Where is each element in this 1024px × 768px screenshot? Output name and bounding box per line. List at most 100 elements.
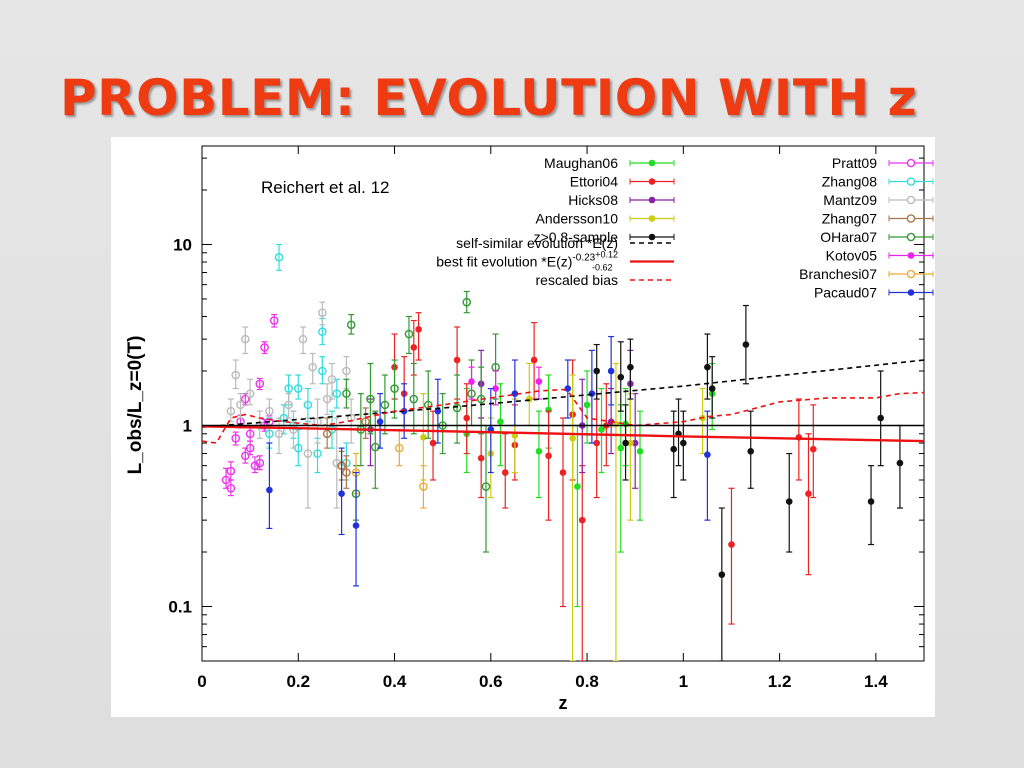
legend-marker (906, 232, 916, 242)
data-point (226, 466, 236, 476)
x-tick-label: 1.2 (768, 672, 792, 691)
data-point (593, 439, 600, 447)
data-point (410, 344, 418, 351)
plot-panel: 0 0.2 0.4 0.6 0.8 1 1.2 1.4 0.1 1 10 Maughan06 Etto… (111, 137, 935, 717)
data-point (622, 439, 629, 447)
data-point (805, 490, 812, 497)
data-point (742, 341, 750, 348)
y-tick-label: 10 (173, 235, 192, 254)
data-point (366, 394, 375, 404)
data-point (545, 452, 552, 460)
data-point (867, 498, 875, 505)
x-tick-label: 0.4 (383, 672, 407, 691)
data-point (332, 389, 342, 398)
data-point (260, 343, 269, 352)
data-point (404, 329, 414, 339)
data-point (346, 320, 356, 330)
series-branchesi07 (351, 428, 428, 509)
data-point (318, 327, 327, 336)
data-point (462, 297, 472, 307)
data-point (236, 400, 245, 410)
data-point (308, 362, 318, 372)
data-point (574, 483, 581, 490)
data-point (342, 389, 351, 398)
legend-label: self-similar evolution *E(z) (456, 235, 618, 251)
data-point (631, 439, 639, 447)
data-point (303, 449, 313, 458)
data-point (535, 448, 543, 455)
data-point (322, 429, 332, 439)
series-pacaud07 (266, 335, 711, 587)
data-point (598, 426, 605, 433)
data-point (419, 482, 428, 491)
legend-label: Andersson10 (535, 211, 618, 227)
data-point (266, 486, 273, 494)
data-point (332, 458, 342, 468)
legend-label: Ettori04 (570, 174, 618, 190)
legend-marker (906, 214, 916, 223)
legend-label: OHara07 (820, 229, 877, 245)
data-point (274, 252, 284, 262)
data-point (452, 403, 462, 413)
data-point (245, 389, 255, 398)
data-point (526, 395, 533, 403)
x-tick-label: 0.2 (286, 672, 310, 691)
data-point (569, 434, 576, 442)
y-axis-label-text: L_obs/L_z=0(T) (125, 336, 146, 475)
data-point (284, 400, 293, 410)
data-point (708, 385, 716, 392)
data-point (390, 384, 399, 393)
legend-marker (906, 177, 916, 186)
x-tick-label: 1 (679, 672, 688, 691)
legend-marker (906, 158, 916, 168)
legend-marker (906, 195, 916, 205)
data-point (380, 400, 390, 410)
legend-label: Maughan06 (544, 155, 618, 171)
data-point (877, 414, 884, 422)
legend-label: rescaled bias (536, 272, 619, 288)
data-point (241, 334, 250, 344)
legend-marker (648, 233, 656, 241)
data-point (250, 461, 260, 470)
y-tick-label: 0.1 (168, 598, 192, 617)
data-point (226, 483, 236, 493)
legend-marker (906, 269, 916, 279)
data-point (395, 443, 404, 453)
legend-marker (648, 196, 656, 204)
legend-marker (907, 252, 915, 259)
data-point (477, 454, 485, 462)
legend-label: best fit evolution *E(z)-0.23+0.12 -0.62 (436, 250, 618, 273)
legend-label: Zhang07 (822, 211, 877, 227)
data-point (578, 516, 586, 524)
plot-frame (201, 145, 925, 662)
data-point (318, 308, 327, 317)
data-point (670, 445, 678, 453)
y-tick-label: 1 (183, 416, 192, 435)
data-point (226, 406, 236, 416)
data-point (327, 374, 337, 384)
data-point (535, 378, 543, 385)
data-point (434, 407, 442, 415)
line-best-fit-evolution-e-z (202, 425, 924, 443)
data-point (636, 448, 644, 455)
model-lines (202, 359, 924, 444)
legend-label: Kotov05 (826, 248, 878, 264)
legend-label: Mantz09 (823, 192, 877, 208)
data-point (265, 429, 274, 439)
data-point (313, 449, 322, 458)
data-point (293, 384, 303, 393)
data-point (370, 442, 380, 452)
data-point (429, 439, 437, 447)
x-tick-label: 0.8 (575, 672, 599, 691)
data-point (453, 356, 461, 364)
data-point (255, 379, 265, 389)
data-point (627, 439, 634, 447)
legend-marker (648, 178, 656, 185)
data-point (342, 366, 351, 376)
legend-label: Zhang08 (822, 174, 877, 190)
data-point (468, 378, 475, 385)
data-point (352, 522, 360, 529)
data-point (420, 434, 427, 441)
data-point (704, 363, 711, 371)
data-point (511, 390, 519, 397)
